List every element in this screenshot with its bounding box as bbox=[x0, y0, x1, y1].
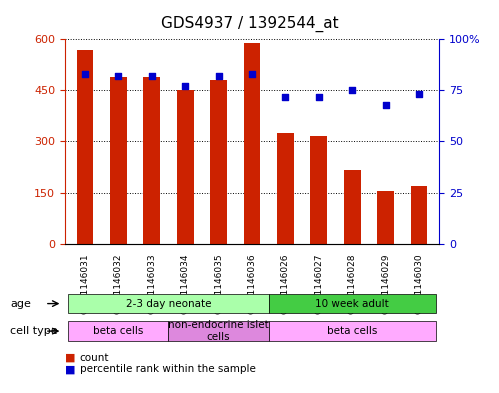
Text: 10 week adult: 10 week adult bbox=[315, 299, 389, 309]
Bar bbox=[244, 43, 260, 244]
Point bbox=[315, 94, 323, 100]
Text: percentile rank within the sample: percentile rank within the sample bbox=[80, 364, 255, 375]
Text: age: age bbox=[10, 299, 31, 309]
Text: ■: ■ bbox=[65, 353, 75, 363]
Point bbox=[81, 71, 89, 77]
Bar bbox=[110, 77, 127, 244]
Point bbox=[248, 71, 256, 77]
FancyBboxPatch shape bbox=[268, 294, 436, 313]
Point bbox=[382, 101, 390, 108]
Bar bbox=[310, 136, 327, 244]
Point bbox=[215, 73, 223, 79]
Point bbox=[415, 91, 423, 97]
Text: count: count bbox=[80, 353, 109, 363]
Point bbox=[114, 73, 122, 79]
Text: beta cells: beta cells bbox=[93, 326, 144, 336]
Bar bbox=[277, 133, 294, 244]
Bar bbox=[76, 50, 93, 244]
Text: non-endocrine islet
cells: non-endocrine islet cells bbox=[168, 320, 269, 342]
Text: beta cells: beta cells bbox=[327, 326, 377, 336]
Bar bbox=[143, 77, 160, 244]
Bar bbox=[344, 171, 361, 244]
FancyBboxPatch shape bbox=[68, 294, 268, 313]
Bar bbox=[377, 191, 394, 244]
Point bbox=[148, 73, 156, 79]
Bar bbox=[177, 90, 194, 244]
Text: cell type: cell type bbox=[10, 326, 57, 336]
Point bbox=[281, 94, 289, 100]
Text: 2-3 day neonate: 2-3 day neonate bbox=[126, 299, 211, 309]
FancyBboxPatch shape bbox=[169, 321, 268, 341]
Point bbox=[181, 83, 189, 90]
Text: GDS4937 / 1392544_at: GDS4937 / 1392544_at bbox=[161, 16, 338, 32]
Point bbox=[348, 87, 356, 94]
Bar bbox=[411, 186, 428, 244]
FancyBboxPatch shape bbox=[68, 321, 169, 341]
Bar bbox=[210, 80, 227, 244]
FancyBboxPatch shape bbox=[268, 321, 436, 341]
Text: ■: ■ bbox=[65, 364, 75, 375]
